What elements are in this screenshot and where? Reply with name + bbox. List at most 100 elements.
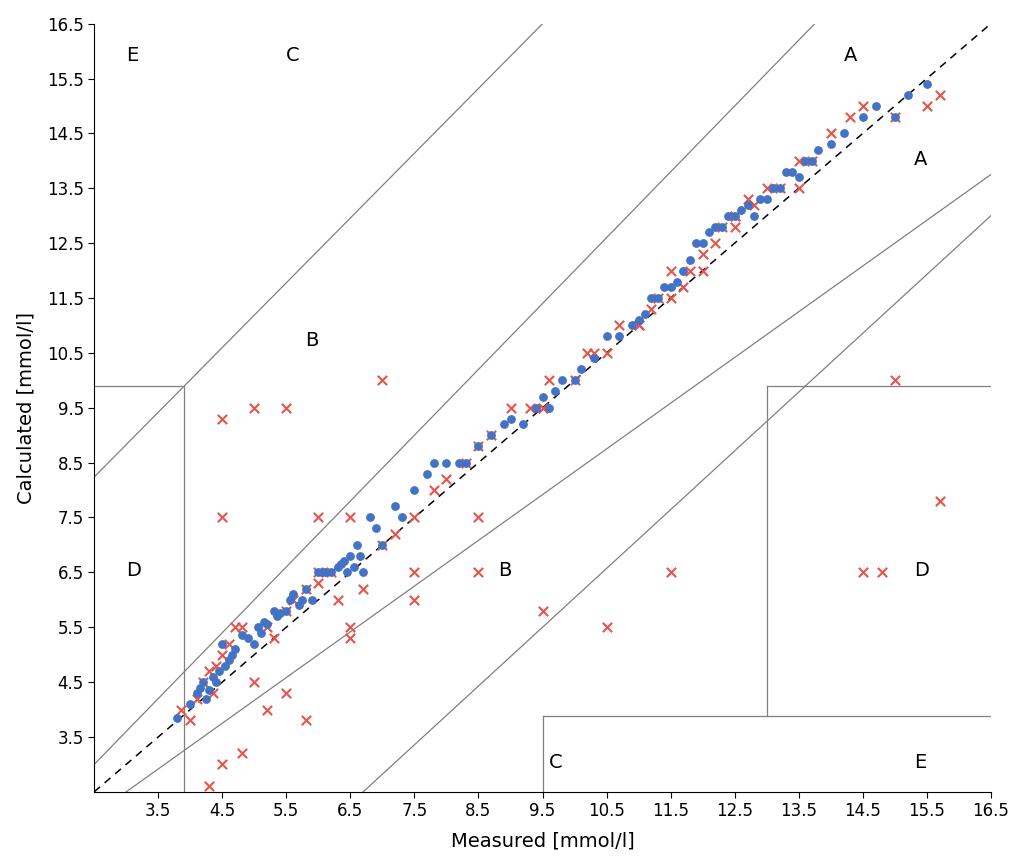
Point xyxy=(259,617,275,631)
Point xyxy=(791,154,807,168)
Point xyxy=(343,631,359,645)
Point xyxy=(535,603,551,617)
Point xyxy=(310,565,326,579)
Point xyxy=(656,280,672,294)
Point xyxy=(329,593,346,607)
Point xyxy=(272,607,288,621)
Point xyxy=(503,412,519,426)
Point xyxy=(663,280,679,294)
Point xyxy=(598,329,615,343)
Point xyxy=(182,714,198,727)
Point xyxy=(221,653,237,667)
Point xyxy=(227,642,243,656)
Point xyxy=(707,236,723,250)
Point xyxy=(740,192,756,206)
Point xyxy=(643,291,660,305)
Point xyxy=(284,587,301,601)
Point xyxy=(189,692,205,706)
Point xyxy=(291,598,308,612)
Point xyxy=(406,593,423,607)
Point xyxy=(310,577,326,590)
Point xyxy=(406,511,423,525)
Point xyxy=(294,593,311,607)
Point xyxy=(598,346,615,360)
Point xyxy=(586,346,602,360)
Text: D: D xyxy=(126,561,142,580)
Point xyxy=(886,374,903,388)
Point xyxy=(470,440,486,453)
Point xyxy=(541,374,557,388)
Point xyxy=(503,401,519,414)
Point xyxy=(791,181,807,195)
Point xyxy=(323,565,340,579)
Point xyxy=(367,522,384,536)
Point xyxy=(663,264,679,277)
Point xyxy=(323,565,340,579)
Point xyxy=(214,636,231,650)
Point xyxy=(855,99,871,113)
Point xyxy=(598,620,615,634)
Point xyxy=(201,683,218,697)
Point xyxy=(803,154,820,168)
Point xyxy=(675,264,692,277)
Point xyxy=(211,664,228,678)
Point xyxy=(758,181,775,195)
Point xyxy=(438,473,455,486)
Point xyxy=(438,456,455,470)
Point xyxy=(566,374,583,388)
Point xyxy=(521,401,538,414)
Point xyxy=(298,714,314,727)
Point xyxy=(313,565,329,579)
Point xyxy=(803,154,820,168)
Point xyxy=(255,615,272,629)
Point xyxy=(259,702,275,716)
Point xyxy=(695,264,711,277)
Point xyxy=(688,236,705,250)
Point xyxy=(630,318,646,332)
Point xyxy=(246,401,263,414)
Point xyxy=(630,313,646,327)
Text: B: B xyxy=(306,331,319,350)
Point xyxy=(835,127,852,140)
Point xyxy=(192,681,208,694)
Text: A: A xyxy=(914,150,928,169)
Text: B: B xyxy=(498,561,511,580)
Point xyxy=(393,511,409,525)
Point xyxy=(266,603,282,617)
Point xyxy=(649,291,666,305)
Point xyxy=(387,499,403,513)
Point xyxy=(765,181,782,195)
Point xyxy=(387,527,403,541)
Y-axis label: Calculated [mmol/l]: Calculated [mmol/l] xyxy=(16,312,36,504)
Point xyxy=(304,593,320,607)
Point xyxy=(874,565,891,579)
Point xyxy=(343,511,359,525)
Point xyxy=(266,631,282,645)
Point xyxy=(663,565,679,579)
Point xyxy=(630,318,646,332)
Point xyxy=(695,247,711,261)
Point xyxy=(483,428,500,442)
Point xyxy=(278,603,294,617)
Point xyxy=(535,401,551,414)
Point xyxy=(772,181,788,195)
Point xyxy=(352,549,368,563)
Point xyxy=(214,648,231,662)
Point xyxy=(746,198,762,212)
Point xyxy=(406,565,423,579)
Point xyxy=(204,669,221,683)
Point xyxy=(249,620,266,634)
Point xyxy=(470,511,486,525)
Point xyxy=(566,374,583,388)
Point xyxy=(278,686,294,700)
Point xyxy=(355,582,371,596)
Point xyxy=(284,593,301,607)
Point xyxy=(681,264,698,277)
Point xyxy=(624,318,640,332)
Point xyxy=(207,659,224,673)
Text: C: C xyxy=(549,753,562,772)
Point xyxy=(332,557,349,571)
Point xyxy=(932,88,948,102)
Point xyxy=(336,554,352,568)
Point xyxy=(797,154,814,168)
